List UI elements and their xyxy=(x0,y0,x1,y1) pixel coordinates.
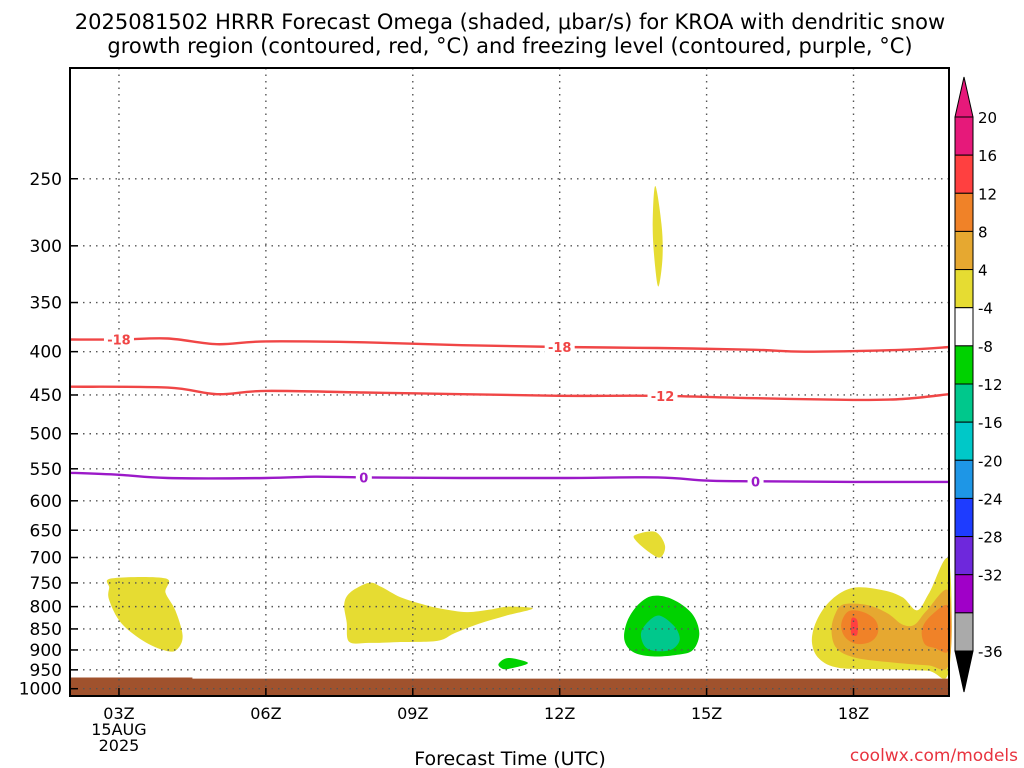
contour-label-bg xyxy=(647,388,678,403)
x-tick-label: 15Z xyxy=(691,704,722,723)
colorbar-label: -28 xyxy=(978,529,1003,547)
colorbar-swatch xyxy=(954,497,974,538)
contour-line--18 xyxy=(69,337,950,353)
x-tick-label: 06Z xyxy=(250,704,281,723)
x-axis-label: Forecast Time (UTC) xyxy=(414,748,605,768)
colorbar-bottom-triangle xyxy=(954,650,974,693)
omega-colorbar: 20 16 12 8 4 -4 -8 -12 -16 -20 -24 -28 -32 -36 xyxy=(954,76,1003,693)
colorbar-swatch xyxy=(954,269,974,309)
x-tick-label: 03Z xyxy=(103,704,134,723)
omega-region-omega-pos-20z-inner xyxy=(921,604,951,653)
colorbar-swatch xyxy=(954,421,974,461)
x-tick-date: 15AUG xyxy=(91,720,146,739)
omega-region-omega-pos-18z-core xyxy=(850,617,858,636)
y-tick-label: 650 xyxy=(30,521,62,541)
x-tick-label: 12Z xyxy=(544,704,575,723)
contour-label--18: -18 xyxy=(548,341,572,356)
colorbar-label: 16 xyxy=(978,147,997,165)
contour-label-bg xyxy=(103,332,134,347)
colorbar-label: 20 xyxy=(978,109,997,127)
omega-region-omega-pos-18z-inner xyxy=(841,610,879,645)
grid-layer xyxy=(70,68,949,696)
y-tick-label: 300 xyxy=(30,237,62,257)
contour-label-0: 0 xyxy=(751,475,760,490)
colorbar-label: -36 xyxy=(978,643,1003,661)
contour-label-bg xyxy=(544,340,575,355)
colorbar-swatch xyxy=(954,536,974,576)
x-tick-label: 09Z xyxy=(397,704,428,723)
plot-frame xyxy=(69,67,950,697)
omega-region-omega-neg-14z-inner xyxy=(640,615,680,652)
omega-region-omega-neg-11z xyxy=(498,657,528,670)
colorbar-swatch xyxy=(954,345,974,385)
omega-region-omega-pos-03z xyxy=(106,576,183,652)
colorbar-label: -8 xyxy=(978,338,993,356)
x-tick-label: 18Z xyxy=(838,704,869,723)
chart-title-line-2: growth region (contoured, red, °C) and f… xyxy=(107,34,912,58)
colorbar-label: -4 xyxy=(978,300,993,318)
y-tick-label: 1000 xyxy=(19,680,62,700)
colorbar-label: 4 xyxy=(978,262,988,280)
y-tick-label: 500 xyxy=(30,425,62,445)
colorbar-swatch xyxy=(954,230,974,271)
colorbar-swatch xyxy=(954,154,974,194)
colorbar-swatch xyxy=(954,192,974,232)
terrain-fill xyxy=(70,677,949,696)
contour-label--12: -12 xyxy=(651,390,675,405)
contour-line--12 xyxy=(69,385,950,402)
colorbar-label: -20 xyxy=(978,452,1003,470)
contour-line-0 xyxy=(69,471,950,484)
y-tick-label: 700 xyxy=(30,549,62,569)
y-tick-label: 400 xyxy=(30,343,62,363)
y-tick-label: 600 xyxy=(30,492,62,512)
omega-region-omega-pos-660 xyxy=(633,531,666,558)
credit-text: coolwx.com/models xyxy=(850,746,1018,766)
colorbar-label: 8 xyxy=(978,223,988,241)
colorbar-top-triangle xyxy=(954,76,974,118)
colorbar-label: -12 xyxy=(978,376,1003,394)
colorbar-label: -16 xyxy=(978,414,1003,432)
contour-label-bg xyxy=(355,470,372,485)
y-axis-ticks: 2503003504004505005506006507007508008509… xyxy=(19,170,78,700)
colorbar-label: -32 xyxy=(978,567,1003,585)
y-tick-label: 550 xyxy=(30,460,62,480)
y-tick-label: 450 xyxy=(30,386,62,406)
colorbar-swatch xyxy=(954,574,974,614)
colorbar-label: -24 xyxy=(978,490,1003,508)
chart-title-line-1: 2025081502 HRRR Forecast Omega (shaded, … xyxy=(75,10,945,34)
x-tick-year: 2025 xyxy=(99,736,140,755)
y-tick-label: 750 xyxy=(30,574,62,594)
colorbar-swatch xyxy=(954,612,974,652)
colorbar-swatch xyxy=(954,307,974,347)
omega-shading-layer xyxy=(106,185,952,679)
omega-region-omega-pos-300 xyxy=(652,185,663,287)
contour-label--18: -18 xyxy=(107,334,131,349)
y-tick-label: 850 xyxy=(30,620,62,640)
y-tick-label: 900 xyxy=(30,641,62,661)
terrain-layer xyxy=(70,677,949,696)
contour-label-bg xyxy=(747,474,764,489)
colorbar-label: 12 xyxy=(978,185,997,203)
contour-layer: -18 -18 -12 0 0 xyxy=(69,332,950,490)
y-tick-label: 950 xyxy=(30,661,62,681)
colorbar-swatch xyxy=(954,116,974,156)
contour-label-0: 0 xyxy=(359,471,368,486)
colorbar-swatch xyxy=(954,383,974,423)
y-tick-label: 800 xyxy=(30,598,62,618)
y-tick-label: 250 xyxy=(30,170,62,190)
colorbar-swatch xyxy=(954,459,974,499)
omega-region-omega-pos-08z xyxy=(344,582,533,644)
y-tick-label: 350 xyxy=(30,294,62,314)
